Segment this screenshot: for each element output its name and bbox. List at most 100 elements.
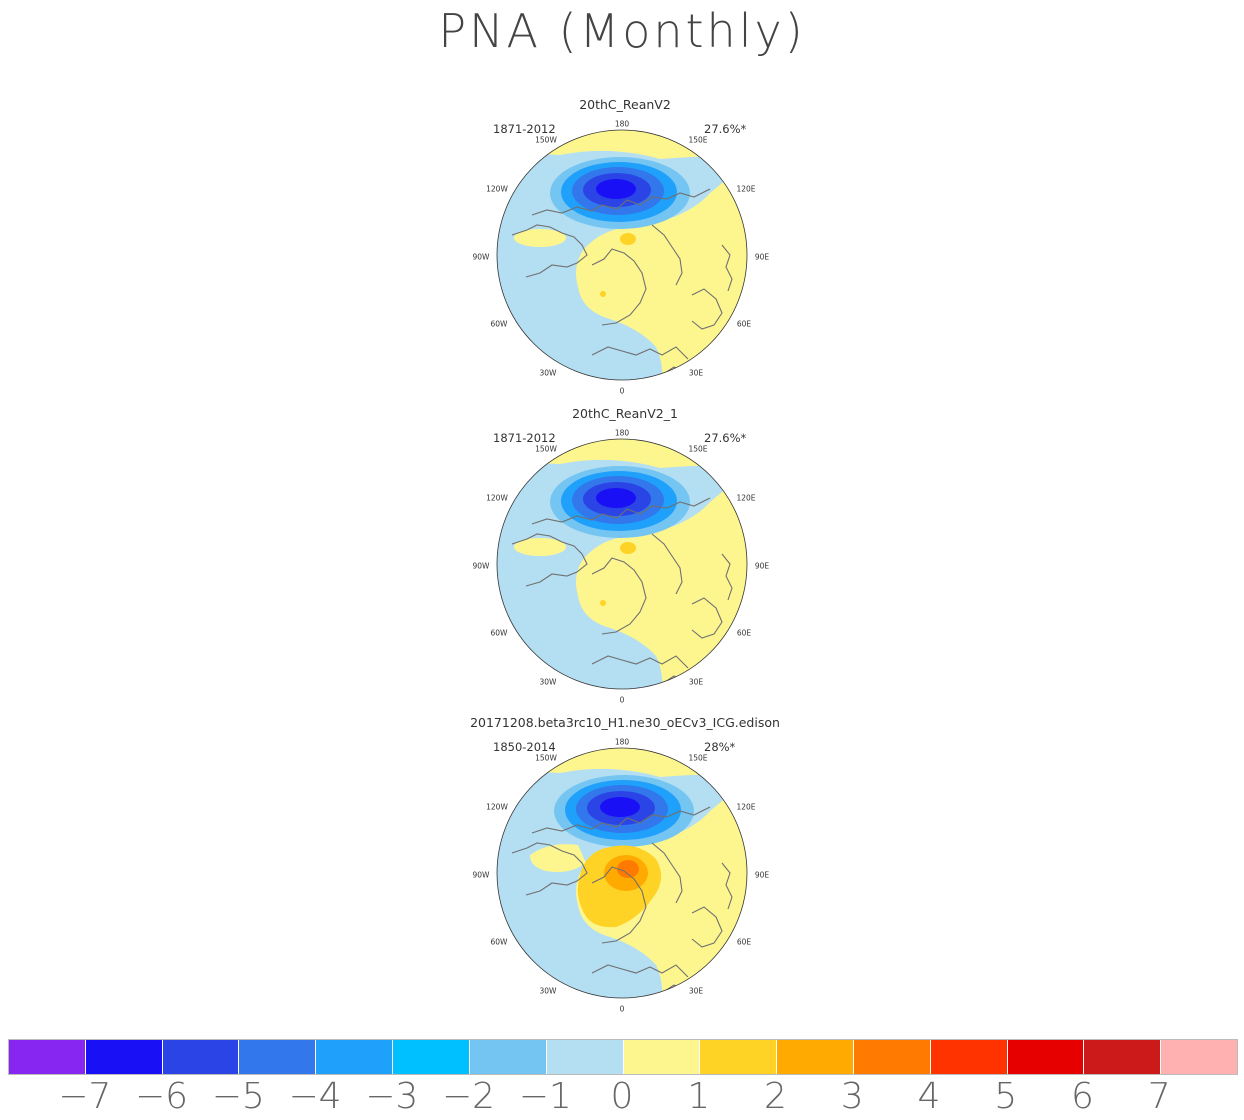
- colorbar-tick-label: −5: [211, 1076, 265, 1117]
- map-boundary: [496, 747, 748, 999]
- panel-period: 1871-2012: [493, 431, 556, 445]
- colorbar-tick-label: 3: [840, 1076, 864, 1117]
- longitude-label: 150W: [535, 135, 557, 145]
- positive-anomaly-region: [530, 844, 586, 872]
- colorbar-tick-label: 5: [994, 1076, 1018, 1117]
- longitude-label: 150E: [688, 753, 708, 763]
- map-panel: 20171208.beta3rc10_H1.ne30_oECv3_ICG.edi…: [460, 715, 790, 1015]
- colorbar-swatch: [546, 1040, 624, 1074]
- longitude-label: 0: [619, 1004, 625, 1014]
- longitude-label: 30E: [688, 368, 704, 378]
- colorbar-tick-label: −6: [134, 1076, 189, 1117]
- longitude-label: 90W: [472, 252, 490, 262]
- page-title: PNA (Monthly): [438, 4, 806, 58]
- longitude-label: 60E: [736, 628, 752, 638]
- colorbar-swatch: [162, 1040, 240, 1074]
- longitude-label: 90E: [754, 252, 770, 262]
- colorbar-swatch: [85, 1040, 163, 1074]
- longitude-label: 0: [619, 695, 625, 705]
- longitude-label: 150W: [535, 753, 557, 763]
- longitude-label: 150E: [688, 135, 708, 145]
- colorbar-swatch: [239, 1040, 317, 1074]
- colorbar-swatch: [316, 1040, 394, 1074]
- negative-anomaly-contour: [596, 488, 636, 508]
- colorbar-swatch: [777, 1040, 854, 1074]
- longitude-label: 30E: [688, 677, 704, 687]
- negative-anomaly-contour: [596, 179, 636, 199]
- colorbar-tick-label: 6: [1071, 1076, 1094, 1117]
- polar-map: [496, 438, 748, 690]
- colorbar-labels: −7 −6 −5 −4 −3 −2 −1 0 1 2 3 4 5 6 7: [0, 1076, 1244, 1117]
- longitude-label: 180: [614, 428, 630, 438]
- colorbar-swatch: [469, 1040, 547, 1074]
- colorbar-tick-label: 2: [764, 1076, 787, 1117]
- longitude-label: 120E: [736, 802, 756, 812]
- panel-period: 1850-2014: [493, 740, 556, 754]
- colorbar-swatch: [930, 1040, 1008, 1074]
- colorbar-swatch: [1007, 1040, 1085, 1074]
- longitude-label: 30W: [539, 677, 557, 687]
- panel-title: 20thC_ReanV2_1: [572, 406, 678, 421]
- positive-anomaly-contour: [600, 291, 606, 297]
- longitude-label: 150W: [535, 444, 557, 454]
- longitude-label: 60W: [490, 319, 508, 329]
- colorbar-swatch: [623, 1040, 701, 1074]
- colorbar-swatch: [9, 1040, 86, 1074]
- longitude-label: 120E: [736, 184, 756, 194]
- positive-anomaly-region: [576, 466, 747, 689]
- longitude-label: 30W: [539, 986, 557, 996]
- map-panel: 20thC_ReanV2 1871-2012 27.6%* 180 150W 150E 12…: [460, 97, 790, 397]
- colorbar-tick-label: 1: [687, 1076, 711, 1117]
- colorbar-swatch: [1084, 1040, 1162, 1074]
- longitude-label: 120E: [736, 493, 756, 503]
- colorbar: [8, 1039, 1238, 1075]
- colorbar-swatch: [700, 1040, 778, 1074]
- colorbar-swatch: [1161, 1040, 1237, 1074]
- longitude-label: 120W: [486, 493, 508, 503]
- colorbar-tick-label: −3: [365, 1076, 419, 1117]
- positive-anomaly-region: [576, 775, 747, 998]
- panel-variance: 28%*: [704, 740, 736, 754]
- polar-map: [496, 129, 748, 381]
- colorbar-tick-label: 4: [917, 1076, 941, 1117]
- longitude-label: 0: [619, 386, 625, 396]
- colorbar-tick-label: −7: [58, 1076, 112, 1117]
- colorbar-tick-label: −4: [288, 1076, 342, 1117]
- negative-anomaly-contour: [600, 797, 640, 817]
- colorbar-tick-label: −1: [518, 1076, 572, 1117]
- colorbar-swatch: [393, 1040, 470, 1074]
- polar-map: [496, 747, 748, 999]
- longitude-label: 180: [614, 119, 630, 129]
- map-boundary: [496, 129, 748, 381]
- positive-anomaly-contour: [620, 233, 636, 245]
- positive-anomaly-contour: [617, 860, 639, 878]
- positive-anomaly-contour: [620, 542, 636, 554]
- longitude-label: 150E: [688, 444, 708, 454]
- panel-title: 20171208.beta3rc10_H1.ne30_oECv3_ICG.edi…: [470, 715, 780, 730]
- panel-title: 20thC_ReanV2: [579, 97, 671, 112]
- longitude-label: 90E: [754, 561, 770, 571]
- longitude-label: 180: [614, 737, 630, 747]
- longitude-label: 30E: [688, 986, 704, 996]
- longitude-label: 90W: [472, 870, 490, 880]
- colorbar-tick-label: 0: [610, 1076, 634, 1117]
- positive-anomaly-contour: [600, 600, 606, 606]
- positive-anomaly-region: [514, 229, 566, 247]
- colorbar-swatch: [853, 1040, 931, 1074]
- longitude-label: 120W: [486, 802, 508, 812]
- longitude-label: 90E: [754, 870, 770, 880]
- longitude-label: 90W: [472, 561, 490, 571]
- map-boundary: [496, 438, 748, 690]
- map-panel: 20thC_ReanV2_1 1871-2012 27.6%* 180 150W 150E…: [460, 406, 790, 706]
- positive-anomaly-region: [514, 538, 566, 556]
- longitude-label: 60E: [736, 937, 752, 947]
- longitude-label: 60W: [490, 937, 508, 947]
- colorbar-tick-label: −2: [441, 1076, 496, 1117]
- positive-anomaly-region: [576, 157, 747, 380]
- panel-variance: 27.6%*: [704, 431, 747, 445]
- longitude-label: 60W: [490, 628, 508, 638]
- colorbar-tick-label: 7: [1147, 1076, 1171, 1117]
- panel-variance: 27.6%*: [704, 122, 747, 136]
- longitude-label: 30W: [539, 368, 557, 378]
- longitude-label: 120W: [486, 184, 508, 194]
